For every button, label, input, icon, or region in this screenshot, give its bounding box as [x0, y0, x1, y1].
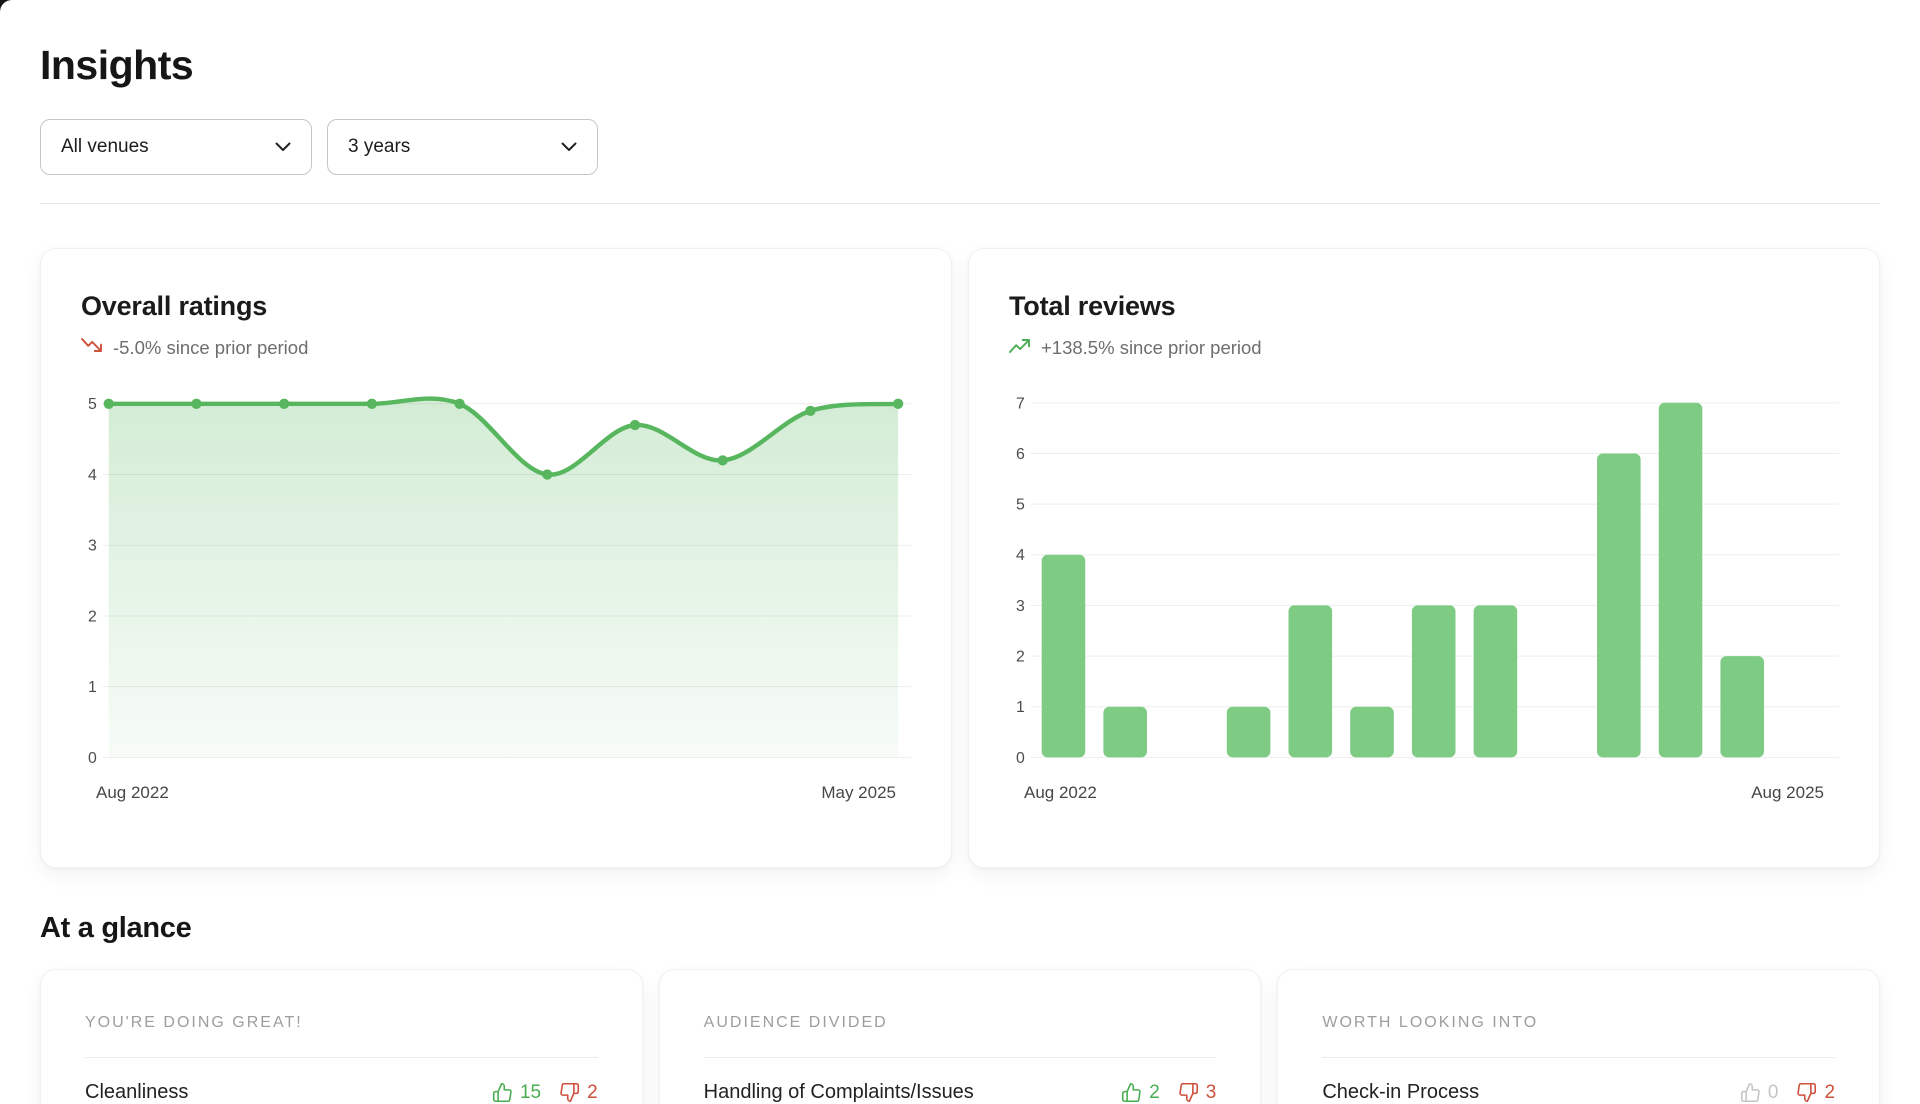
page-title: Insights	[40, 42, 194, 88]
thumbs-down-count: 2	[559, 1082, 598, 1104]
thumbs-up-icon	[1740, 1082, 1761, 1103]
svg-text:5: 5	[88, 396, 97, 413]
overall-ratings-x-axis: Aug 2022 May 2025	[81, 783, 911, 803]
thumbs-up-count: 0	[1740, 1081, 1779, 1104]
venue-select-value: All venues	[61, 136, 149, 157]
svg-text:7: 7	[1016, 395, 1025, 412]
glance-card-label: YOU'RE DOING GREAT!	[85, 1014, 303, 1031]
chevron-down-icon	[275, 136, 291, 158]
x-axis-label-start: Aug 2022	[1024, 783, 1097, 803]
svg-text:0: 0	[1016, 750, 1025, 767]
list-item: Check-in Process 0 2	[1322, 1081, 1835, 1104]
x-axis-label-end: May 2025	[821, 783, 896, 803]
svg-text:3: 3	[1016, 598, 1025, 615]
at-a-glance-row: YOU'RE DOING GREAT! Cleanliness 15 2 AUD…	[40, 969, 1881, 1104]
thumbs-counts: 0 2	[1740, 1082, 1835, 1104]
thumbs-down-value: 2	[587, 1081, 598, 1103]
thumbs-up-value: 15	[519, 1081, 542, 1103]
filters-bar: All venues 3 years	[40, 119, 1880, 175]
glance-card-divider	[703, 1057, 1217, 1058]
thumbs-counts: 15 2	[492, 1082, 598, 1104]
glance-card-doing-great: YOU'RE DOING GREAT! Cleanliness 15 2	[40, 969, 643, 1104]
thumbs-up-icon	[492, 1082, 513, 1103]
trending-down-icon	[81, 338, 104, 358]
glance-card-label: AUDIENCE DIVIDED	[703, 1014, 888, 1031]
svg-text:3: 3	[88, 538, 97, 555]
thumbs-up-icon	[1121, 1082, 1142, 1103]
glance-card-divider	[1322, 1057, 1836, 1058]
total-reviews-card: Total reviews +138.5% since prior period…	[968, 248, 1880, 868]
trending-up-icon	[1009, 338, 1032, 358]
thumbs-down-icon	[559, 1082, 580, 1103]
chevron-down-icon	[561, 136, 577, 158]
header-divider	[40, 203, 1880, 204]
list-item: Cleanliness 15 2	[85, 1081, 598, 1104]
charts-row: Overall ratings -5.0% since prior period…	[40, 248, 1880, 868]
svg-text:6: 6	[1016, 446, 1025, 463]
thumbs-down-icon	[1796, 1082, 1817, 1103]
glance-card-audience-divided: AUDIENCE DIVIDED Handling of Complaints/…	[658, 969, 1262, 1104]
thumbs-counts: 2 3	[1121, 1082, 1216, 1104]
total-reviews-trend-label: +138.5% since prior period	[1041, 337, 1262, 358]
svg-text:2: 2	[1016, 649, 1025, 666]
thumbs-down-value: 3	[1205, 1081, 1217, 1103]
glance-card-divider	[85, 1057, 598, 1058]
glance-item-name: Check-in Process	[1322, 1081, 1480, 1103]
thumbs-up-count: 15	[492, 1082, 541, 1104]
glance-item-name: Handling of Complaints/Issues	[703, 1081, 974, 1103]
glance-item-name: Cleanliness	[85, 1081, 189, 1103]
svg-text:4: 4	[88, 467, 97, 484]
thumbs-up-count: 2	[1121, 1082, 1160, 1104]
glance-card-worth-looking-into: WORTH LOOKING INTO Check-in Process 0 2	[1277, 969, 1881, 1104]
svg-text:1: 1	[1016, 699, 1025, 716]
period-select[interactable]: 3 years	[327, 119, 598, 175]
overall-ratings-line-chart: 0 1 2 3 4 5	[88, 396, 911, 767]
total-reviews-trend: +138.5% since prior period	[1009, 337, 1839, 359]
at-a-glance-heading: At a glance	[40, 912, 192, 944]
x-axis-label-end: Aug 2025	[1751, 783, 1824, 803]
period-select-value: 3 years	[348, 136, 411, 157]
svg-text:2: 2	[88, 608, 97, 625]
thumbs-down-count: 2	[1796, 1082, 1835, 1104]
svg-text:4: 4	[1016, 547, 1025, 564]
thumbs-up-value: 0	[1767, 1081, 1779, 1103]
thumbs-down-value: 2	[1824, 1081, 1836, 1103]
total-reviews-bar-chart: 0 1 2 3 4 5 6 7	[1016, 395, 1839, 767]
overall-ratings-title: Overall ratings	[81, 291, 268, 321]
svg-text:5: 5	[1016, 497, 1025, 514]
overall-ratings-card: Overall ratings -5.0% since prior period…	[40, 248, 952, 868]
x-axis-label-start: Aug 2022	[96, 783, 169, 803]
thumbs-down-icon	[1178, 1082, 1199, 1103]
list-item: Handling of Complaints/Issues 2 3	[704, 1081, 1217, 1104]
thumbs-down-count: 3	[1178, 1081, 1217, 1104]
total-reviews-x-axis: Aug 2022 Aug 2025	[1009, 783, 1839, 803]
svg-text:0: 0	[88, 750, 97, 767]
svg-text:1: 1	[88, 679, 97, 696]
thumbs-up-value: 2	[1149, 1081, 1160, 1103]
total-reviews-title: Total reviews	[1009, 291, 1176, 321]
glance-card-label: WORTH LOOKING INTO	[1322, 1014, 1539, 1031]
overall-ratings-trend-label: -5.0% since prior period	[113, 337, 309, 358]
overall-ratings-trend: -5.0% since prior period	[81, 337, 911, 359]
venue-select[interactable]: All venues	[40, 119, 312, 175]
